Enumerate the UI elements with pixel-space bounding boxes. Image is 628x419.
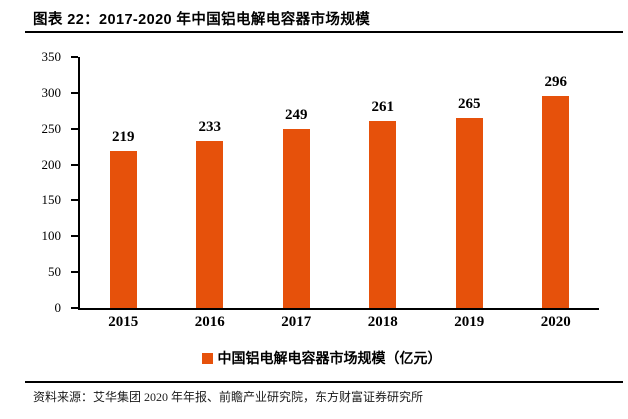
bar-column: 265 [426,57,513,308]
bar-value-label: 219 [112,128,135,145]
x-axis-label: 2016 [194,314,225,330]
y-tick-label: 0 [54,300,62,315]
legend-label: 中国铝电解电容器市场规模（亿元） [217,352,442,367]
y-tick-label: 200 [41,156,62,172]
y-tick-mark [71,307,78,309]
y-tick-label: 50 [48,264,61,280]
bar [196,140,224,308]
bar [369,120,397,308]
y-tick-label: 100 [41,228,62,244]
bar-column: 219 [80,57,167,308]
bar-column: 261 [340,57,427,308]
x-axis-label: 2020 [540,314,571,330]
title-divider [25,31,623,33]
figure-title: 图表 22：2017-2020 年中国铝电解电容器市场规模 [33,12,371,28]
y-tick-mark [71,91,78,94]
y-tick-mark [71,127,78,130]
y-tick-mark [71,199,78,202]
plot-area: 219 233 249 261 265 296 [78,57,599,310]
x-axis-label: 2019 [454,314,485,330]
bar [109,150,137,308]
y-tick-label: 150 [41,192,62,208]
bar-value-label: 249 [285,107,308,124]
x-axis-label: 2018 [367,314,398,330]
bar-value-label: 261 [371,98,395,115]
y-tick-mark [71,163,78,166]
bars: 219 233 249 261 265 296 [80,57,599,308]
bar-column: 249 [253,57,340,308]
y-tick-label: 300 [41,84,62,100]
source-note: 资料来源：艾华集团 2020 年年报、前瞻产业研究院，东方财富证券研究所 [33,390,424,404]
source-divider [25,381,623,383]
bar [282,129,310,308]
y-tick-mark [71,235,78,238]
y-tick-label: 350 [41,49,62,64]
y-tick-mark [71,271,78,274]
x-axis-label: 2017 [281,314,312,330]
legend-swatch-icon [201,352,213,364]
bar-value-label: 296 [544,73,568,90]
y-axis: 0 50 100 150 200 250 300 350 [0,49,78,315]
y-tick-mark [71,56,78,58]
bar-column: 296 [513,57,600,308]
bar-value-label: 265 [458,96,481,112]
bar [455,118,483,308]
x-axis-label: 2015 [108,314,139,330]
bar-column: 233 [167,57,254,308]
bar-value-label: 233 [198,118,222,135]
x-axis-labels: 2015 2016 2017 2018 2019 2020 [80,314,599,331]
legend: 中国铝电解电容器市场规模（亿元） [62,348,581,368]
bar [542,95,570,308]
y-tick-label: 250 [41,120,62,136]
